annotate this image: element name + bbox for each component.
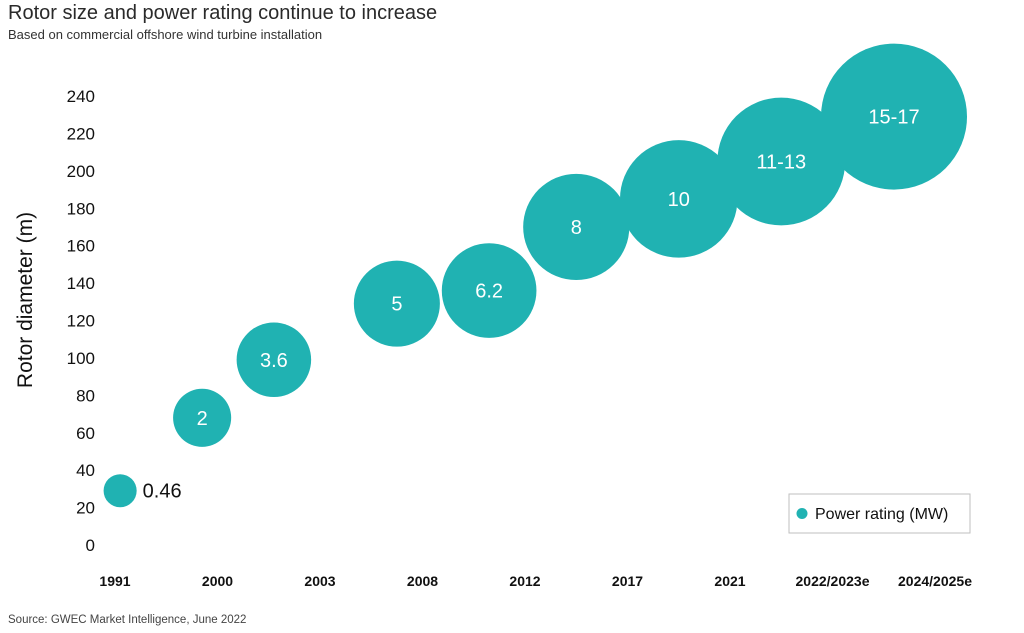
bubble <box>619 140 738 258</box>
y-tick-label: 60 <box>76 424 95 443</box>
y-tick-label: 40 <box>76 461 95 480</box>
y-tick-label: 240 <box>67 87 95 106</box>
chart-source: Source: GWEC Market Intelligence, June 2… <box>8 614 247 626</box>
y-tick-label: 160 <box>67 237 95 256</box>
x-tick-label: 2012 <box>509 573 540 589</box>
bubble-label: 10 <box>668 189 690 211</box>
x-tick-label: 2022/2023e <box>796 573 870 589</box>
legend: Power rating (MW) <box>788 493 971 534</box>
x-tick-label: 2017 <box>612 573 643 589</box>
y-axis-label: Rotor diameter (m) <box>14 212 37 388</box>
bubble <box>236 322 312 398</box>
x-tick-label: 2024/2025e <box>898 573 972 589</box>
bubble <box>821 43 967 190</box>
bubble <box>173 388 232 447</box>
bubble <box>717 97 846 226</box>
bubble-label: 5 <box>391 294 402 316</box>
x-tick-label: 1991 <box>99 573 130 589</box>
x-tick-label: 2003 <box>304 573 335 589</box>
y-tick-label: 120 <box>67 312 95 331</box>
bubble-label: 8 <box>571 217 582 239</box>
bubble-label: 0.46 <box>143 481 182 503</box>
bubble-label: 15-17 <box>868 107 919 129</box>
x-tick-label: 2000 <box>202 573 233 589</box>
legend-swatch <box>796 508 808 519</box>
bubble-label: 2 <box>197 408 208 430</box>
bubble-label: 11-13 <box>756 151 806 173</box>
bubble <box>523 173 630 281</box>
y-tick-label: 0 <box>86 536 95 555</box>
y-tick-label: 100 <box>67 349 95 368</box>
bubble <box>103 474 137 508</box>
bubble-chart: Rotor diameter (m) 0 20 40 60 80 100 120 140 160… <box>14 43 972 589</box>
x-tick-label: 2008 <box>407 573 438 589</box>
y-tick-label: 180 <box>67 199 95 218</box>
y-tick-label: 80 <box>76 386 95 405</box>
bubble-label: 6.2 <box>475 281 503 303</box>
y-tick-label: 200 <box>67 162 95 181</box>
x-tick-label: 2021 <box>714 573 745 589</box>
y-tick-label: 20 <box>76 499 95 518</box>
y-tick-label: 220 <box>67 124 95 143</box>
bubble <box>353 260 440 347</box>
bubble-label: 3.6 <box>260 350 288 372</box>
chart-title: Rotor size and power rating continue to … <box>8 2 438 24</box>
y-tick-label: 140 <box>67 274 95 293</box>
bubble <box>441 243 537 338</box>
chart-subtitle: Based on commercial offshore wind turbin… <box>8 27 323 42</box>
legend-label: Power rating (MW) <box>815 506 948 523</box>
legend-box <box>788 493 971 534</box>
